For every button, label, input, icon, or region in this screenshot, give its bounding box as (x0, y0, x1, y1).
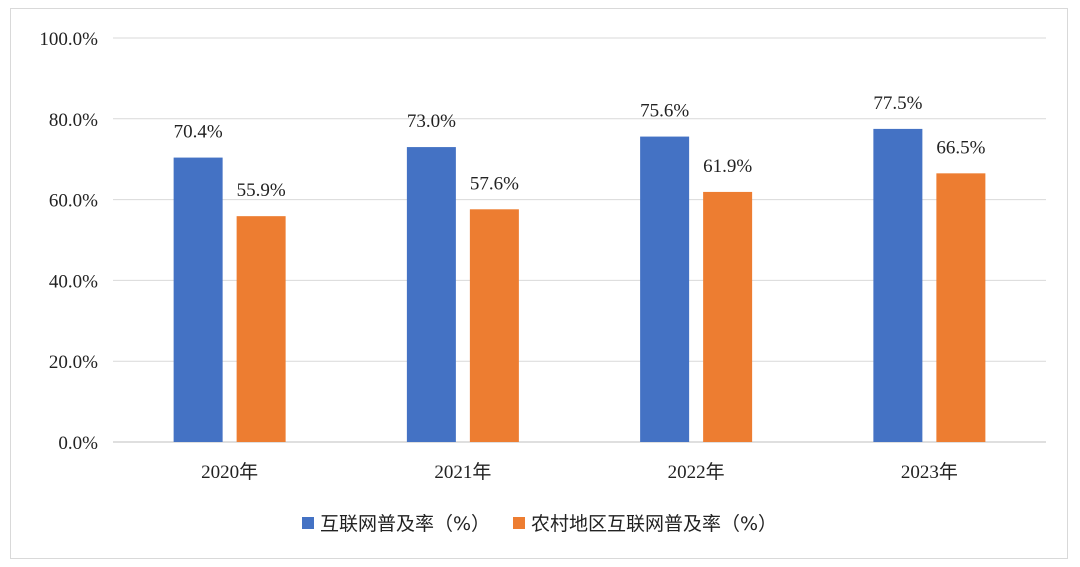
bar-rural-2 (703, 191, 753, 442)
data-label: 57.6% (470, 173, 519, 194)
y-tick-label: 40.0% (49, 271, 98, 292)
bar-internet-3 (873, 128, 923, 442)
data-label: 73.0% (407, 111, 456, 132)
data-label: 61.9% (703, 156, 752, 177)
bar-internet-2 (640, 136, 690, 443)
legend-swatch-rural (513, 517, 525, 529)
y-tick-label: 20.0% (49, 352, 98, 373)
bar-rural-0 (236, 216, 286, 442)
data-label: 70.4% (174, 122, 223, 143)
bar-internet-0 (173, 157, 223, 443)
data-label: 66.5% (936, 137, 985, 158)
y-tick-label: 60.0% (49, 191, 98, 212)
y-tick-label: 80.0% (49, 110, 98, 131)
bar-internet-1 (406, 147, 456, 442)
x-tick-label: 2020年 (201, 461, 258, 483)
y-tick-label: 0.0% (58, 433, 98, 454)
data-label: 75.6% (640, 101, 689, 122)
y-tick-label: 100.0% (39, 29, 98, 50)
legend-swatch-internet (302, 517, 314, 529)
x-tick-label: 2022年 (668, 461, 725, 483)
data-label: 77.5% (873, 93, 922, 114)
x-tick-label: 2023年 (901, 461, 958, 483)
bar-rural-3 (936, 173, 986, 442)
data-label: 55.9% (237, 180, 286, 201)
legend-label-internet: 互联网普及率（%） (320, 513, 490, 535)
bar-rural-1 (469, 209, 519, 442)
x-tick-label: 2021年 (434, 461, 491, 483)
legend-label-rural: 农村地区互联网普及率（%） (531, 513, 777, 535)
